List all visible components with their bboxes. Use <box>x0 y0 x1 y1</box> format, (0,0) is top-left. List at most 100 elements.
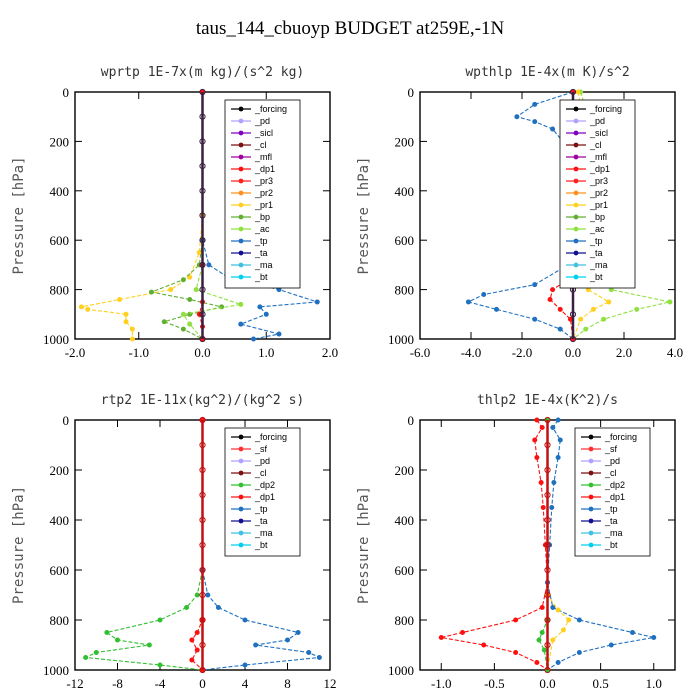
legend-entry: _ma <box>254 528 273 538</box>
data-point <box>557 326 563 332</box>
data-point <box>555 417 561 423</box>
data-point <box>78 304 84 310</box>
legend-marker <box>238 250 244 256</box>
legend-entry: _ma <box>604 528 623 538</box>
data-point <box>93 650 99 655</box>
legend-marker <box>238 178 244 184</box>
series-line <box>201 420 322 671</box>
data-point <box>539 630 545 635</box>
data-point <box>157 662 163 668</box>
data-point <box>123 311 129 317</box>
series-line <box>441 419 549 671</box>
x-tick-label: 0.0 <box>565 345 581 360</box>
y-tick-label: 600 <box>50 233 70 248</box>
data-point <box>481 292 487 298</box>
legend-entry: _pr1 <box>254 200 273 210</box>
data-point <box>576 617 582 623</box>
x-tick-label: -4 <box>155 676 166 691</box>
data-point <box>550 637 556 643</box>
data-point <box>438 635 444 640</box>
legend-marker <box>573 238 579 244</box>
legend-marker <box>573 202 579 208</box>
data-point <box>180 326 186 332</box>
legend-entry: _ta <box>589 248 603 258</box>
legend-marker <box>238 494 244 500</box>
data-point <box>460 630 465 635</box>
legend-marker <box>238 238 244 244</box>
chart-panel-4: thlp2 1E-4x(K^2)/s Pressure [hPa] 0 200 400 6… <box>356 393 676 691</box>
legend-entry: _mfl <box>589 152 607 162</box>
data-point <box>465 299 471 305</box>
legend-entry: _dp1 <box>254 164 275 174</box>
data-point <box>199 591 206 599</box>
data-point <box>199 666 206 674</box>
data-point <box>146 642 152 648</box>
legend-marker <box>573 178 579 184</box>
data-point <box>199 616 206 624</box>
legend-entry: _ma <box>254 260 273 270</box>
data-point <box>539 425 545 430</box>
legend-marker <box>238 262 244 268</box>
data-point <box>590 306 596 312</box>
data-point <box>544 666 551 674</box>
x-tick-label: -2.0 <box>65 345 86 360</box>
y-axis-label: Pressure [hPa] <box>11 156 27 274</box>
legend-marker <box>573 226 579 232</box>
x-tick-label: 2.0 <box>616 345 632 360</box>
x-tick-label: -0.5 <box>484 676 505 691</box>
legend-entry: _cl <box>254 140 267 150</box>
data-point <box>514 114 520 120</box>
legend-marker <box>238 482 244 488</box>
legend-marker <box>238 106 244 112</box>
data-point <box>193 287 199 293</box>
y-axis-label: Pressure [hPa] <box>356 156 372 274</box>
legend-marker <box>238 518 244 524</box>
data-point <box>544 641 551 649</box>
data-point <box>85 306 91 312</box>
series-line <box>466 91 574 340</box>
legend-marker <box>573 118 579 124</box>
series-line <box>538 420 549 671</box>
legend-entry: _dp1 <box>589 164 610 174</box>
data-point <box>569 88 577 96</box>
data-point <box>194 592 200 598</box>
legend-marker <box>588 542 594 548</box>
legend-marker <box>588 458 594 464</box>
legend-entry: _ac <box>589 224 605 234</box>
data-point <box>557 306 563 312</box>
legend-entry: _forcing <box>254 104 287 114</box>
y-tick-label: 400 <box>395 184 415 199</box>
legend-entry: _tp <box>604 504 618 514</box>
data-point <box>199 163 206 170</box>
legend-marker <box>238 166 244 172</box>
data-point <box>199 335 206 343</box>
legend-marker <box>238 434 244 440</box>
data-point <box>129 326 135 332</box>
data-point <box>539 605 545 610</box>
legend-entry: _cl <box>589 140 602 150</box>
legend-entry: _pd <box>254 116 270 126</box>
data-point <box>494 306 499 312</box>
data-point <box>295 630 301 635</box>
data-point <box>555 660 561 665</box>
data-point <box>199 311 206 318</box>
data-point <box>534 660 540 665</box>
data-point <box>544 516 551 524</box>
data-point <box>199 113 206 120</box>
data-point <box>157 617 163 623</box>
y-tick-label: 1000 <box>388 332 414 347</box>
x-tick-label: -1.0 <box>128 345 149 360</box>
data-point <box>534 417 540 423</box>
data-point <box>549 505 555 510</box>
data-point <box>129 336 135 342</box>
data-point <box>544 566 551 574</box>
y-tick-label: 0 <box>408 413 415 428</box>
legend-entry: _ta <box>254 248 268 258</box>
chart-panel-3: rtp2 1E-11x(kg^2)/(kg^2 s) Pressure [hPa]… <box>11 393 337 691</box>
data-point <box>199 212 206 219</box>
y-tick-label: 800 <box>50 283 70 298</box>
legend-entry: _pr3 <box>254 176 273 186</box>
legend-marker <box>238 542 244 548</box>
x-tick-label: 12 <box>324 676 337 691</box>
data-point <box>667 299 673 305</box>
